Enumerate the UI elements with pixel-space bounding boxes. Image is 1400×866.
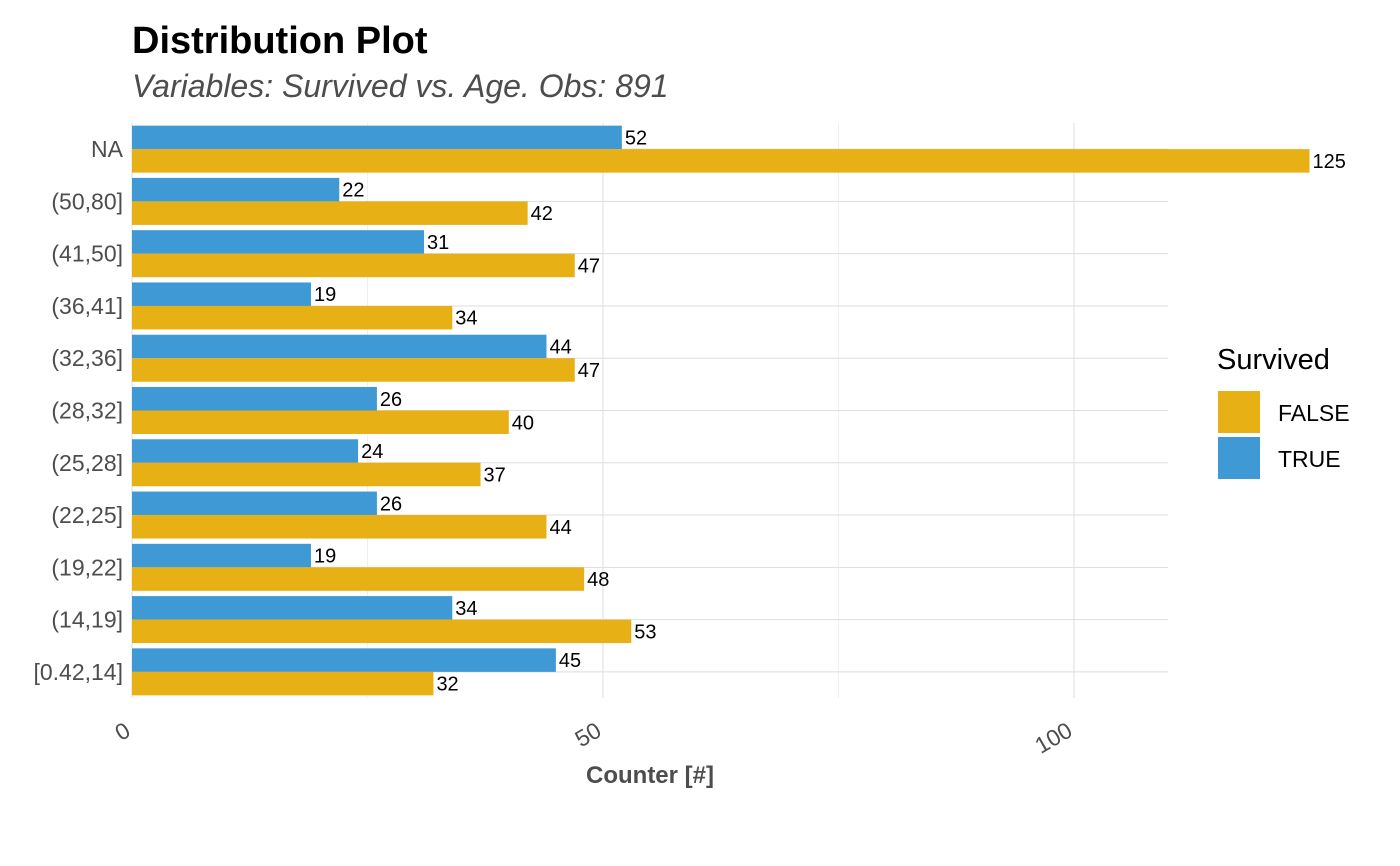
bar-false-19-22 (132, 567, 585, 591)
y-tick-label: (36,41] (51, 293, 123, 319)
y-tick-label: (25,28] (51, 450, 123, 476)
data-label-false-0-42-14: 32 (436, 674, 458, 696)
bar-false-22-25 (132, 515, 547, 539)
data-label-false-14-19: 53 (634, 621, 656, 643)
data-label-true-28-32: 26 (380, 389, 402, 411)
bar-true-41-50 (132, 230, 425, 254)
y-tick-label: (50,80] (51, 188, 123, 214)
y-tick-label: (14,19] (51, 607, 123, 633)
data-label-true-36-41: 19 (314, 284, 336, 306)
data-label-true-50-80: 22 (342, 180, 364, 202)
bar-false-36-41 (132, 305, 453, 330)
data-label-true-22-25: 26 (380, 493, 402, 515)
legend: Survived FALSE TRUE (1217, 344, 1350, 479)
x-axis: 0 50 100 (110, 717, 1076, 759)
legend-label-true: TRUE (1278, 446, 1341, 472)
legend-swatch-false (1218, 391, 1260, 433)
data-label-false-na: 125 (1313, 151, 1346, 173)
bar-true-22-25 (132, 491, 377, 516)
data-label-false-41-50: 47 (578, 255, 600, 277)
data-label-true-na: 52 (625, 127, 647, 149)
data-label-true-32-36: 44 (549, 336, 571, 358)
data-label-false-22-25: 44 (549, 517, 571, 539)
bar-false-na (132, 149, 1310, 173)
data-label-true-14-19: 34 (455, 598, 477, 620)
y-axis: NA (50,80] (41,50] (36,41] (32,36] (28,32] (25… (33, 136, 123, 685)
bar-true-14-19 (132, 596, 453, 620)
data-label-false-25-28: 37 (484, 465, 506, 487)
y-tick-label: (28,32] (51, 398, 123, 424)
data-label-true-25-28: 24 (361, 441, 383, 463)
bar-true-36-41 (132, 282, 311, 306)
bars (132, 125, 1310, 696)
bar-true-50-80 (132, 177, 340, 202)
data-label-true-0-42-14: 45 (559, 650, 581, 672)
data-label-false-19-22: 48 (587, 569, 609, 591)
bar-false-0-42-14 (132, 671, 434, 696)
data-label-false-36-41: 34 (455, 308, 477, 330)
x-tick-label: 0 (110, 717, 134, 746)
y-tick-label: NA (91, 136, 124, 162)
y-tick-label: (41,50] (51, 241, 123, 267)
bar-true-na (132, 125, 622, 150)
bar-false-25-28 (132, 462, 481, 487)
data-label-true-19-22: 19 (314, 546, 336, 568)
bar-true-28-32 (132, 387, 377, 411)
data-label-true-41-50: 31 (427, 232, 449, 254)
y-tick-label: (19,22] (51, 554, 123, 580)
y-tick-label: (22,25] (51, 502, 123, 528)
x-axis-title: Counter [#] (586, 762, 714, 789)
data-label-false-28-32: 40 (512, 412, 534, 434)
legend-label-false: FALSE (1278, 400, 1350, 426)
bar-false-50-80 (132, 201, 528, 225)
bar-false-41-50 (132, 253, 575, 278)
bar-false-32-36 (132, 358, 575, 382)
bar-false-14-19 (132, 619, 632, 644)
bar-true-32-36 (132, 334, 547, 359)
chart-subtitle: Variables: Survived vs. Age. Obs: 891 (132, 68, 669, 104)
legend-title: Survived (1217, 344, 1330, 376)
data-labels: 52 125 22 42 31 47 19 34 44 47 26 40 24 37 26 44 19 48 34 5… (314, 127, 1346, 695)
x-tick-label: 50 (570, 717, 605, 752)
y-tick-label: (32,36] (51, 345, 123, 371)
y-tick-label: [0.42,14] (33, 659, 123, 685)
data-label-false-32-36: 47 (578, 360, 600, 382)
bar-true-0-42-14 (132, 648, 556, 672)
bar-false-28-32 (132, 410, 509, 434)
legend-swatch-true (1218, 437, 1260, 479)
bar-true-19-22 (132, 543, 311, 568)
data-label-false-50-80: 42 (531, 203, 553, 225)
x-tick-label: 100 (1030, 717, 1076, 759)
chart-title: Distribution Plot (132, 20, 428, 62)
bar-true-25-28 (132, 439, 359, 463)
